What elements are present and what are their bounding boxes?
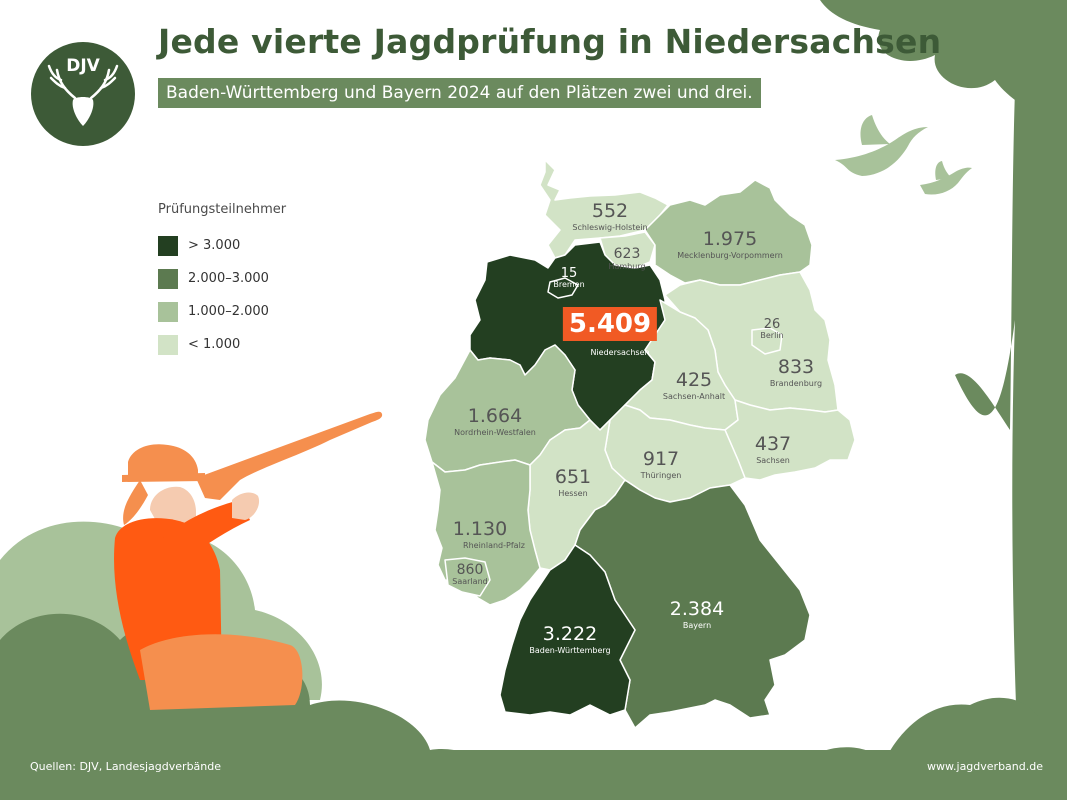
state-name-sachsen-anhalt: Sachsen-Anhalt	[662, 392, 726, 401]
state-shape-saarland	[444, 557, 491, 597]
state-name-brandenburg: Brandenburg	[769, 379, 823, 388]
legend-label: < 1.000	[188, 337, 241, 352]
state-name-bremen: Bremen	[553, 280, 585, 289]
state-name-thueringen: Thüringen	[640, 471, 682, 480]
state-value-baden-wuerttemberg: 3.222	[542, 623, 598, 645]
state-value-nordrhein-westfalen: 1.664	[467, 405, 523, 427]
state-value-berlin: 26	[763, 317, 781, 332]
state-name-niedersachsen: Niedersachsen	[590, 348, 650, 357]
state-value-hamburg: 623	[613, 246, 641, 262]
state-value-saarland: 860	[456, 562, 484, 578]
state-name-berlin: Berlin	[760, 331, 784, 340]
tree-trunk-shape	[955, 90, 1067, 800]
state-name-hessen: Hessen	[558, 489, 588, 498]
legend-label: 1.000–2.000	[188, 304, 269, 319]
legend-item: 1.000–2.000	[158, 295, 286, 328]
state-value-sachsen-anhalt: 425	[675, 369, 713, 391]
state-shape-bremen	[547, 277, 579, 299]
page-title: Jede vierte Jagdprüfung in Niedersachsen	[158, 22, 942, 61]
state-value-thueringen: 917	[642, 448, 680, 470]
deer-antler-icon	[47, 64, 119, 126]
legend-swatch	[158, 235, 178, 256]
state-value-brandenburg: 833	[777, 356, 815, 378]
map-legend: Prüfungsteilnehmer > 3.000 2.000–3.000 1…	[158, 202, 286, 361]
state-value-mecklenburg-vorpommern: 1.975	[702, 228, 758, 250]
website-url: www.jagdverband.de	[927, 760, 1043, 773]
legend-swatch	[158, 268, 178, 289]
state-name-hamburg: Hamburg	[608, 262, 646, 271]
state-shape-berlin	[751, 327, 783, 355]
state-name-rheinland-pfalz: Rheinland-Pfalz	[463, 541, 525, 550]
legend-item: < 1.000	[158, 328, 286, 361]
legend-item: > 3.000	[158, 229, 286, 262]
source-note: Quellen: DJV, Landesjagdverbände	[30, 760, 222, 773]
state-value-sachsen: 437	[754, 433, 792, 455]
state-name-mecklenburg-vorpommern: Mecklenburg-Vorpommern	[677, 251, 783, 260]
legend-title: Prüfungsteilnehmer	[158, 202, 287, 217]
page-subtitle: Baden-Württemberg und Bayern 2024 auf de…	[158, 78, 761, 108]
legend-item: 2.000–3.000	[158, 262, 286, 295]
state-name-schleswig-holstein: Schleswig-Holstein	[572, 223, 648, 232]
tree-canopy-shape	[820, 0, 1067, 115]
state-name-saarland: Saarland	[452, 577, 488, 586]
logo-text: DJV	[66, 56, 100, 76]
state-value-bayern: 2.384	[669, 598, 725, 620]
birds-shape	[835, 115, 972, 195]
state-name-sachsen: Sachsen	[756, 456, 790, 465]
legend-label: 2.000–3.000	[188, 271, 269, 286]
state-shape-baden-wuerttemberg	[499, 544, 636, 716]
legend-swatch	[158, 334, 178, 355]
legend-swatch	[158, 301, 178, 322]
state-shape-sachsen	[724, 399, 856, 481]
djv-logo: DJV	[31, 42, 135, 146]
state-value-niedersachsen: 5.409	[562, 307, 658, 341]
state-value-hessen: 651	[554, 466, 592, 488]
state-name-baden-wuerttemberg: Baden-Württemberg	[529, 646, 611, 655]
hunter-illustration	[114, 411, 383, 710]
state-value-bremen: 15	[560, 266, 578, 281]
state-name-bayern: Bayern	[682, 621, 712, 630]
state-value-schleswig-holstein: 552	[591, 200, 629, 222]
state-value-rheinland-pfalz: 1.130	[452, 518, 508, 540]
state-name-nordrhein-westfalen: Nordrhein-Westfalen	[454, 428, 536, 437]
legend-label: > 3.000	[188, 238, 241, 253]
